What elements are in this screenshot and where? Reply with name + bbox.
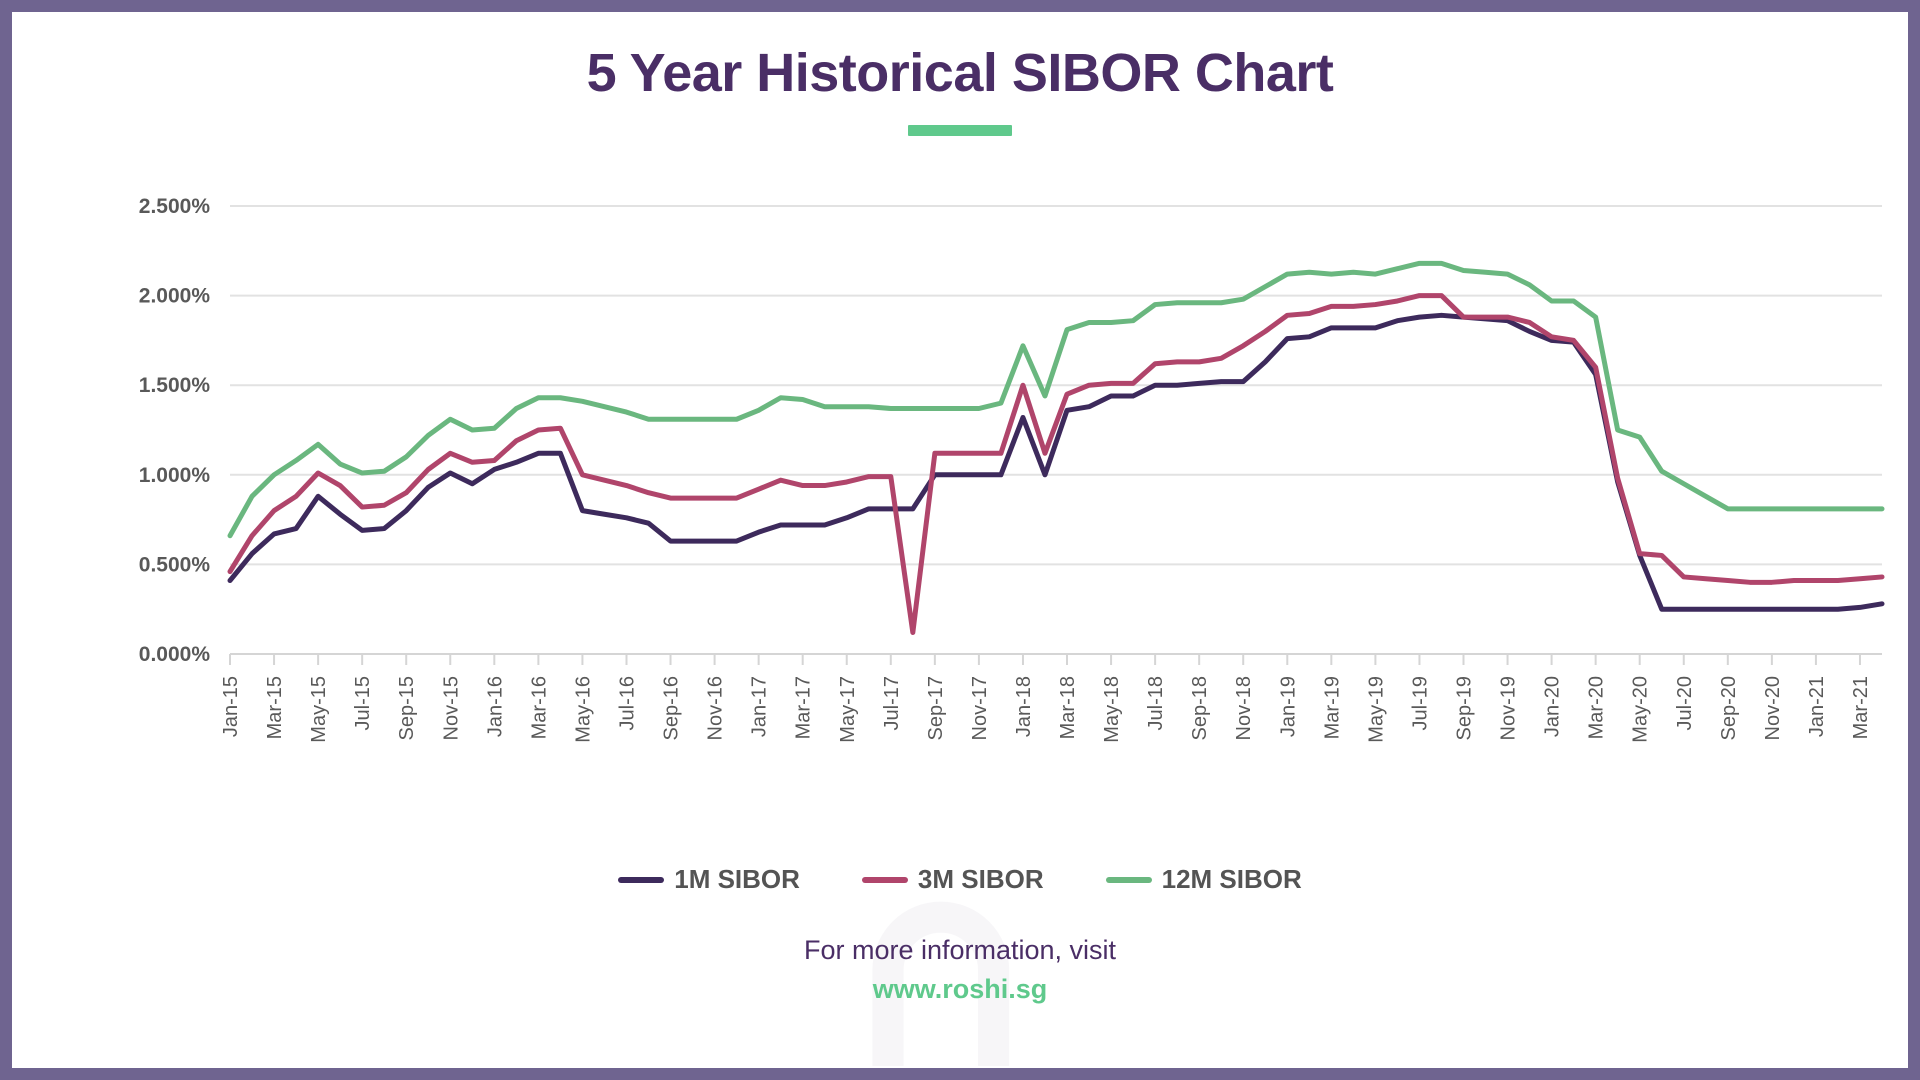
x-axis-tick-label: Mar-19 [1321,676,1343,739]
y-axis-tick-label: 2.500% [139,195,211,218]
x-axis-tick-label: Jan-16 [484,676,506,737]
x-axis-tick-label: Mar-21 [1850,676,1872,739]
legend-swatch-12m [1105,876,1152,883]
legend-swatch-3m [861,876,908,883]
x-axis-tick-label: Mar-17 [793,676,815,739]
footer-website-link[interactable]: www.roshi.sg [872,974,1048,1005]
x-axis-tick-label: Jul-17 [881,676,903,730]
legend-label-12m: 12M SIBOR [1161,864,1302,895]
title-block: 5 Year Historical SIBOR Chart [12,12,1908,137]
x-axis-tick-label: Mar-18 [1057,676,1079,739]
footer: For more information, visit www.roshi.sg [12,935,1908,1005]
x-axis-tick-label: Jan-15 [220,676,242,737]
x-axis-tick-label: Sep-15 [396,676,418,741]
x-axis-tick-label: Jul-16 [616,676,638,730]
y-axis-tick-label: 0.500% [139,554,211,577]
x-axis-tick-label: Jul-19 [1409,676,1431,730]
chart-plot-area: 0.000% 0.500% 1.000% 1.500% 2.000% 2.500% Jan-… [12,158,1908,858]
series-line-12m-sibor [227,261,1885,539]
x-axis-tick-label: Mar-16 [528,676,550,739]
legend-item-1m[interactable]: 1M SIBOR [618,864,800,895]
x-axis-tick-label: Sep-18 [1189,676,1211,741]
x-axis-tick-label: Jul-15 [352,676,374,730]
x-axis-tick-label: Nov-20 [1762,676,1784,740]
x-axis-tick-label: Nov-18 [1233,676,1255,740]
x-axis-tick-label: Nov-19 [1498,676,1520,740]
x-axis-tick-label: May-17 [837,676,859,743]
legend-item-3m[interactable]: 3M SIBOR [861,864,1044,895]
x-axis-tick-label: Nov-17 [969,676,991,740]
x-axis-tick-label: May-18 [1101,676,1123,743]
chart-card: 5 Year Historical SIBOR Chart 0.000% 0.50… [12,12,1908,1068]
y-axis-tick-label: 2.000% [139,285,211,308]
x-axis-tick-label: Jan-19 [1277,676,1299,737]
x-axis-tick-label: Jul-20 [1674,676,1696,730]
footer-info-text: For more information, visit [803,935,1117,966]
y-axis-tick-label: 1.500% [139,375,211,398]
x-axis-tick-label: May-15 [308,676,330,743]
title-accent-bar [908,125,1012,137]
legend-label-1m: 1M SIBOR [674,864,800,895]
legend-item-12m[interactable]: 12M SIBOR [1105,864,1302,895]
legend-swatch-1m [618,876,665,883]
page-title: 5 Year Historical SIBOR Chart [586,43,1334,103]
x-axis-tick-label: May-20 [1630,676,1652,743]
x-axis-tick-label: May-19 [1365,676,1387,743]
x-axis-tick-label: Nov-15 [440,676,462,740]
x-axis-tick-label: Jan-21 [1806,676,1828,737]
x-axis-tick-label: Jan-17 [749,676,771,737]
x-axis-tick-label: Nov-16 [705,676,727,740]
x-axis-tick-label: May-16 [572,676,594,743]
x-axis-tick-label: Mar-20 [1586,676,1608,739]
x-axis-tick-label: Sep-16 [661,676,683,741]
y-axis-tick-label: 0.000% [139,643,211,666]
x-axis-tick-label: Sep-17 [925,676,947,741]
x-axis-tick-label: Jul-18 [1145,676,1167,730]
x-axis-tick-label: Sep-19 [1453,676,1475,741]
y-axis-tick-label: 1.000% [139,464,211,487]
chart-legend: 1M SIBOR 3M SIBOR 12M SIBOR [12,864,1908,895]
x-axis-tick-label: Jan-18 [1013,676,1035,737]
series-line-3m-sibor [227,293,1885,636]
x-axis-tick-label: Jan-20 [1542,676,1564,737]
line-chart-svg: 0.000% 0.500% 1.000% 1.500% 2.000% 2.500% Jan-… [139,195,1885,743]
legend-label-3m: 3M SIBOR [917,864,1044,895]
x-axis-tick-label: Mar-15 [264,676,286,739]
x-axis-tick-label: Sep-20 [1718,676,1740,741]
